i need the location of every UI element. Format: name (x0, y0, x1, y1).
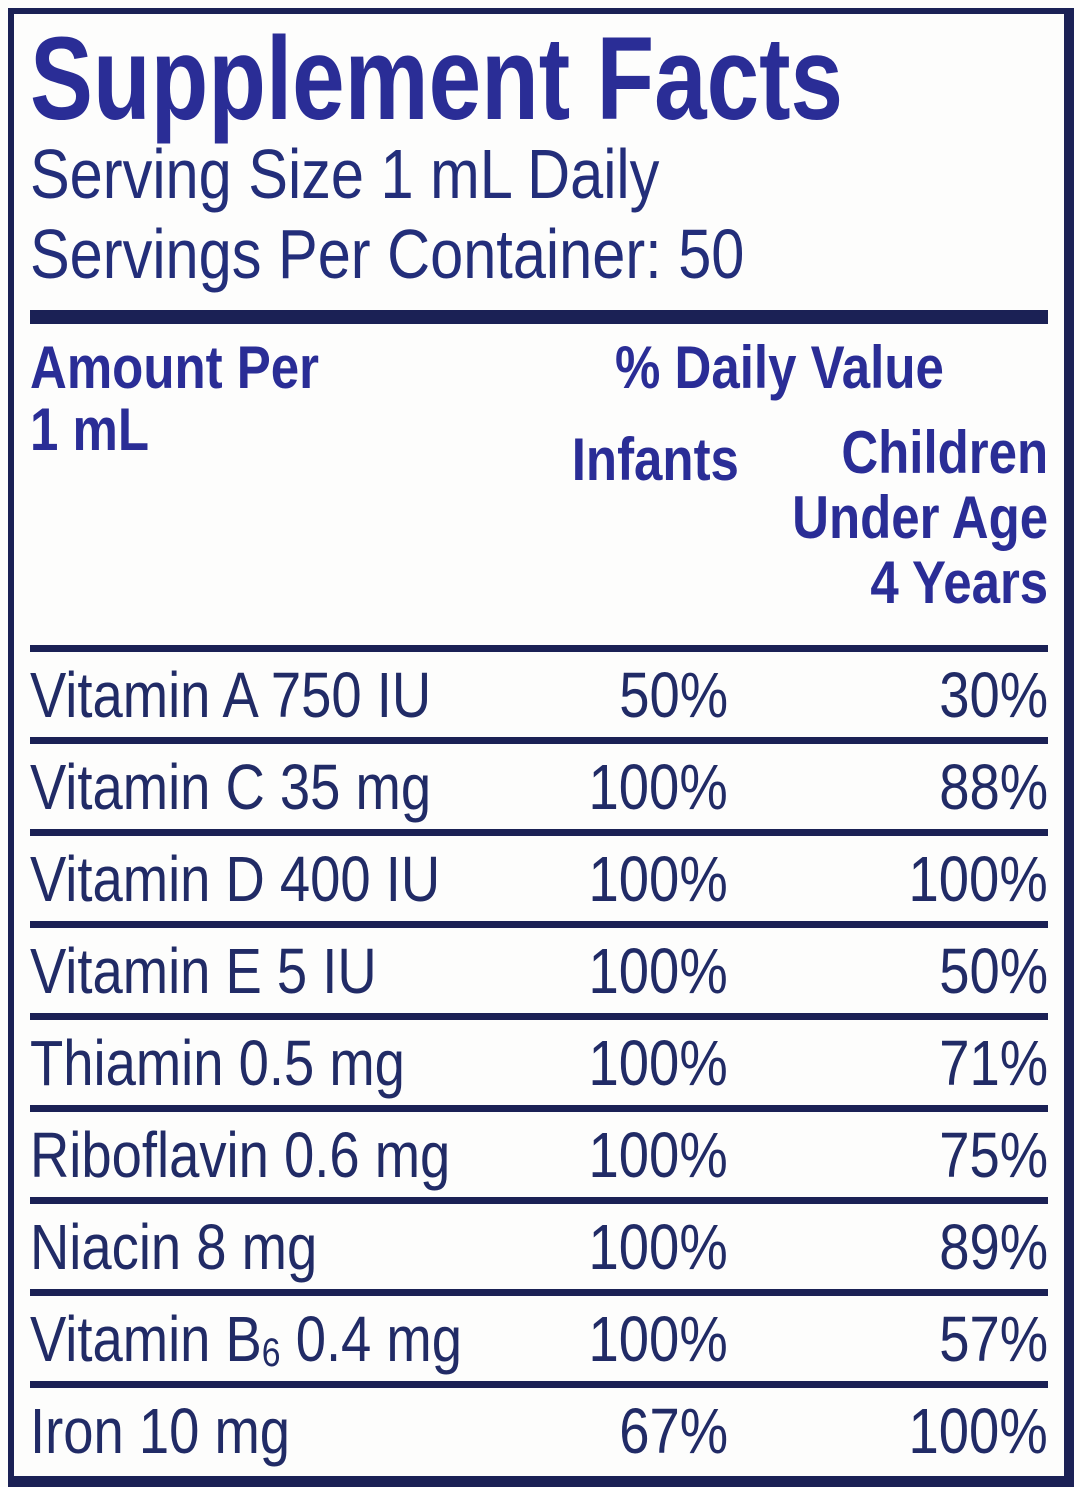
infants-value: 100% (588, 934, 728, 1007)
table-header: Amount Per 1 mL % Daily Value Infants Ch… (30, 335, 1048, 645)
table-row: Vitamin A 750 IU 50% 30% (30, 652, 1048, 744)
children-value: 57% (939, 1302, 1048, 1375)
column-header-amount-per: Amount Per (30, 334, 320, 401)
nutrient-name: Vitamin A 750 IU (30, 658, 432, 731)
serving-size: Serving Size 1 mL Daily (30, 135, 660, 213)
table-row: Vitamin D 400 IU 100% 100% (30, 836, 1048, 928)
infants-value: 100% (588, 1118, 728, 1191)
nutrient-name: Thiamin 0.5 mg (30, 1026, 405, 1099)
nutrient-name: Vitamin D 400 IU (30, 842, 441, 915)
children-value: 100% (908, 1394, 1048, 1467)
thick-divider-bar (30, 310, 1048, 324)
children-value: 100% (908, 842, 1048, 915)
children-value: 71% (939, 1026, 1048, 1099)
table-row: Niacin 8 mg 100% 89% (30, 1204, 1048, 1296)
infants-value: 67% (619, 1394, 728, 1467)
table-row: Iron 10 mg 67% 100% (30, 1388, 1048, 1473)
nutrient-name: Vitamin B6 0.4 mg (30, 1302, 462, 1375)
nutrient-name: Niacin 8 mg (30, 1210, 318, 1283)
table-row: Vitamin C 35 mg 100% 88% (30, 744, 1048, 836)
infants-value: 100% (588, 1210, 728, 1283)
children-value: 89% (939, 1210, 1048, 1283)
children-value: 88% (939, 750, 1048, 823)
infants-value: 100% (588, 842, 728, 915)
table-row: Riboflavin 0.6 mg 100% 75% (30, 1112, 1048, 1204)
servings-per-container: Servings Per Container: 50 (30, 215, 745, 293)
infants-value: 100% (588, 1026, 728, 1099)
children-value: 30% (939, 658, 1048, 731)
table-row: Thiamin 0.5 mg 100% 71% (30, 1020, 1048, 1112)
column-header-children: Children Under Age 4 Years (792, 419, 1048, 616)
nutrient-table: Vitamin A 750 IU 50% 30% Vitamin C 35 mg… (30, 652, 1048, 1473)
b6-subscript: 6 (261, 1330, 281, 1375)
infants-value: 100% (588, 750, 728, 823)
column-header-infants: Infants (571, 426, 739, 493)
table-row: Vitamin B6 0.4 mg 100% 57% (30, 1296, 1048, 1388)
nutrient-name: Riboflavin 0.6 mg (30, 1118, 451, 1191)
header-divider-line (30, 645, 1048, 652)
children-value: 75% (939, 1118, 1048, 1191)
column-header-amount-unit: 1 mL (30, 396, 150, 463)
label-border (8, 8, 1074, 1487)
infants-value: 50% (619, 658, 728, 731)
column-header-daily-value: % Daily Value (614, 334, 944, 401)
table-row: Vitamin E 5 IU 100% 50% (30, 928, 1048, 1020)
label-title-text: Supplement Facts (30, 13, 844, 145)
nutrient-name: Vitamin C 35 mg (30, 750, 432, 823)
nutrient-name: Vitamin E 5 IU (30, 934, 377, 1007)
label-title: Supplement Facts (30, 13, 1046, 145)
infants-value: 100% (589, 1302, 729, 1375)
nutrient-name: Iron 10 mg (30, 1394, 291, 1467)
children-value: 50% (939, 934, 1048, 1007)
